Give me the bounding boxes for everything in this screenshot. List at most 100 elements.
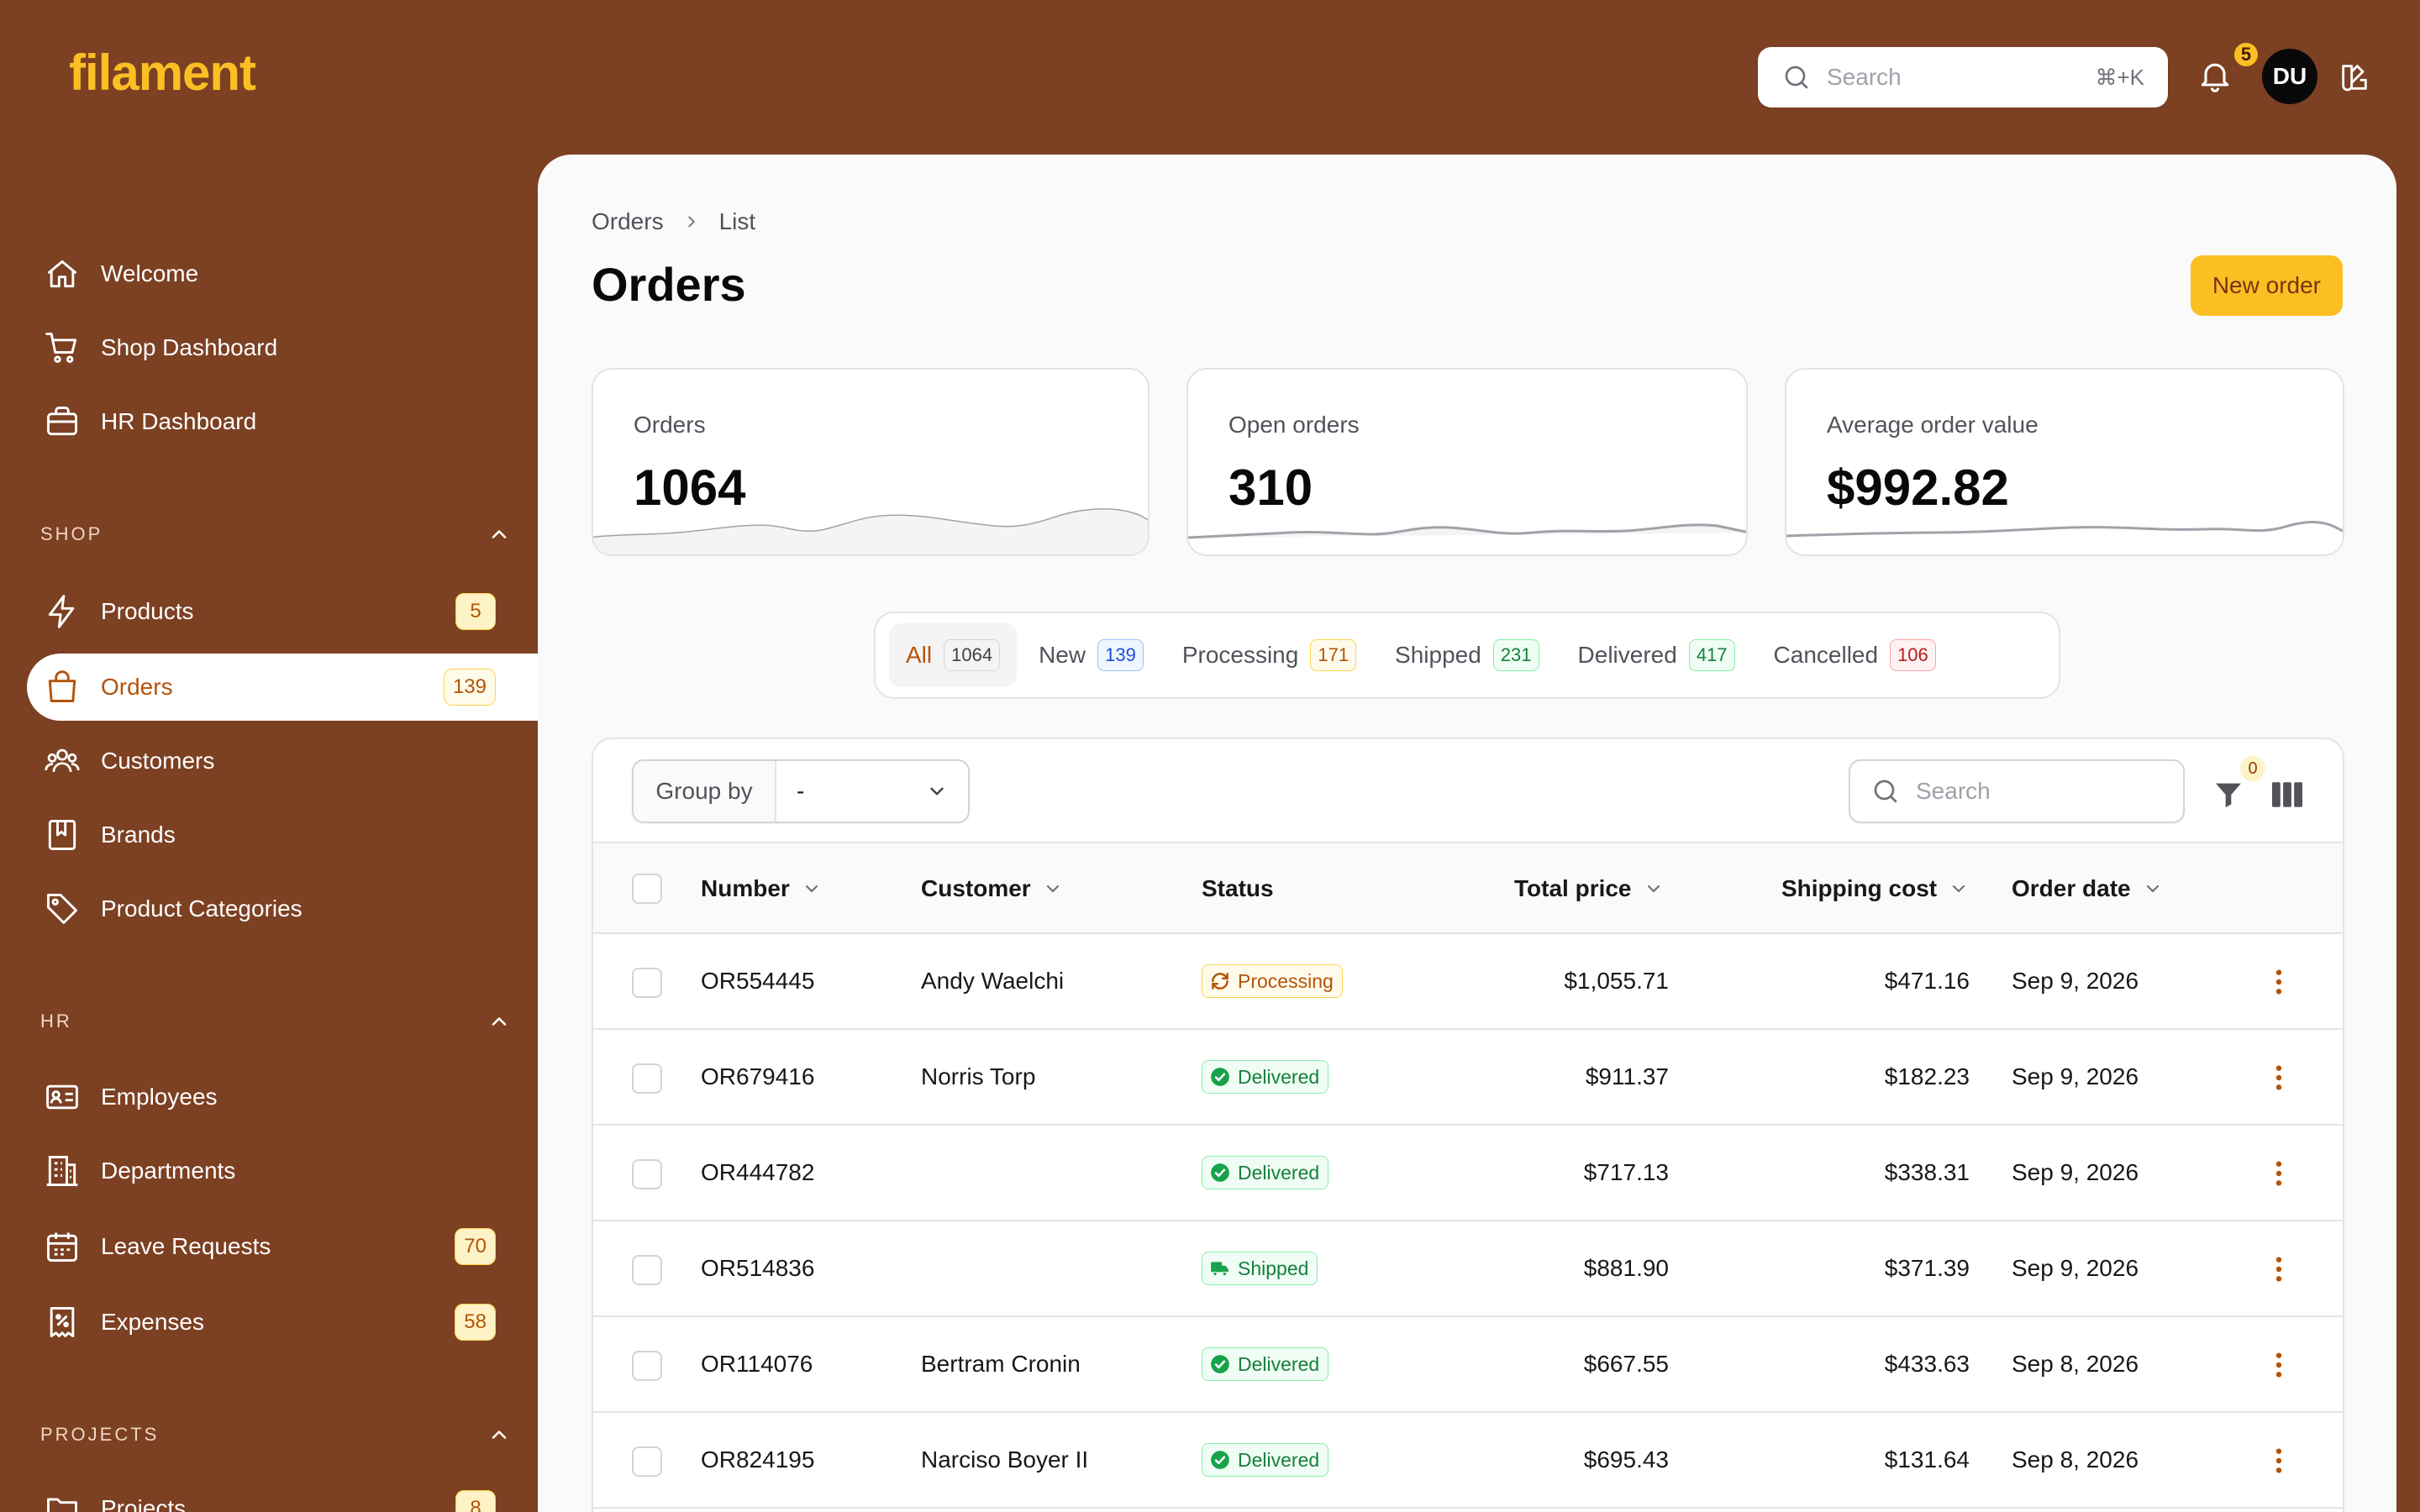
sidebar-item-expenses[interactable]: Expenses 58: [27, 1289, 538, 1356]
status-badge: Delivered: [1202, 1156, 1329, 1189]
table-row[interactable]: OR514836 Shipped $881.90 $371.39 Sep 9, …: [593, 1221, 2343, 1317]
table-row[interactable]: OR679416 Norris Torp Delivered $911.37 $…: [593, 1030, 2343, 1126]
cell-order-date: Sep 8, 2026: [2012, 1446, 2139, 1473]
row-checkbox[interactable]: [632, 1351, 662, 1381]
group-by-select[interactable]: Group by -: [632, 759, 970, 823]
cell-shipping-cost: $338.31: [1884, 1159, 1970, 1185]
chevron-up-icon: [492, 530, 507, 538]
sparkline: [1188, 523, 1746, 539]
row-actions-button[interactable]: [2274, 1255, 2284, 1284]
tab-label: Shipped: [1395, 642, 1481, 668]
table-row[interactable]: OR824195 Narciso Boyer II Delivered $695…: [593, 1413, 2343, 1509]
chevron-down-icon: [1953, 885, 1965, 893]
breadcrumb-link[interactable]: Orders: [592, 208, 664, 234]
filter-button[interactable]: [2212, 778, 2245, 811]
cell-shipping-cost: $182.23: [1884, 1063, 1970, 1089]
truck-icon: [1211, 1262, 1228, 1277]
table-row[interactable]: OR114076 Bertram Cronin Delivered $667.5…: [593, 1317, 2343, 1413]
row-actions-button[interactable]: [2274, 1351, 2284, 1379]
sidebar-item-projects[interactable]: Projects 8: [27, 1475, 538, 1512]
row-checkbox[interactable]: [632, 1446, 662, 1477]
sidebar-item-label: Brands: [101, 822, 176, 848]
row-checkbox[interactable]: [632, 1255, 662, 1285]
columns-icon: [2272, 782, 2302, 807]
row-actions-button[interactable]: [2274, 968, 2284, 996]
calendar-icon: [42, 1226, 82, 1267]
column-label: Total price: [1514, 875, 1632, 901]
count-badge: 5: [455, 593, 496, 630]
refresh-icon: [1212, 973, 1228, 990]
table-row[interactable]: OR444782 Delivered $717.13 $338.31 Sep 9…: [593, 1126, 2343, 1221]
row-checkbox[interactable]: [632, 1159, 662, 1189]
sidebar-item-hr-dashboard[interactable]: HR Dashboard: [27, 388, 538, 455]
group-header-hr[interactable]: HR: [40, 1010, 511, 1033]
chevron-right-icon: [682, 213, 701, 231]
tab-cancelled[interactable]: Cancelled 106: [1757, 623, 1953, 687]
select-all-checkbox[interactable]: [632, 874, 662, 904]
search-icon: [1785, 66, 1808, 89]
table-toolbar: Group by - Search 0: [593, 739, 2343, 843]
search-placeholder: Search: [1916, 778, 1991, 804]
sparkline: [593, 508, 1148, 554]
tab-all[interactable]: All 1064: [889, 623, 1018, 687]
tab-processing[interactable]: Processing 171: [1165, 623, 1373, 687]
table-row[interactable]: OR554445 Andy Waelchi Processing $1,055.…: [593, 934, 2343, 1030]
stat-label: Orders: [634, 412, 706, 438]
column-header-total-price[interactable]: Total price: [1514, 843, 1664, 934]
group-header-shop[interactable]: SHOP: [40, 522, 511, 546]
notifications-button[interactable]: [2196, 57, 2233, 94]
tab-label: Processing: [1181, 642, 1299, 668]
tab-delivered[interactable]: Delivered 417: [1561, 623, 1752, 687]
cell-status: Delivered: [1202, 1030, 1329, 1124]
tab-new[interactable]: New 139: [1022, 623, 1160, 687]
cart-icon: [42, 328, 82, 368]
sidebar-item-customers[interactable]: Customers: [27, 727, 538, 795]
cell-customer: Norris Torp: [921, 1063, 1036, 1089]
dots-vertical-icon: [2275, 1257, 2282, 1282]
tab-shipped[interactable]: Shipped 231: [1378, 623, 1555, 687]
sidebar-item-departments[interactable]: Departments: [27, 1137, 538, 1205]
column-header-order-date[interactable]: Order date: [2012, 843, 2163, 934]
row-checkbox[interactable]: [632, 968, 662, 998]
cell-customer: Andy Waelchi: [921, 968, 1065, 994]
stat-value: $992.82: [1827, 459, 2009, 516]
sidebar-item-product-categories[interactable]: Product Categories: [27, 875, 538, 942]
group-label: SHOP: [40, 523, 103, 544]
sidebar-item-orders[interactable]: Orders 139: [27, 654, 538, 721]
search-placeholder: Search: [1827, 64, 1902, 90]
sidebar-item-leave-requests[interactable]: Leave Requests 70: [27, 1213, 538, 1280]
user-avatar[interactable]: DU: [2262, 49, 2317, 104]
row-checkbox[interactable]: [632, 1063, 662, 1094]
cell-total-price: $1,055.71: [1564, 968, 1669, 994]
check-badge-icon: [1211, 1068, 1229, 1086]
row-actions-button[interactable]: [2274, 1446, 2284, 1475]
cell-number: OR514836: [701, 1255, 815, 1281]
stat-label: Average order value: [1827, 412, 2039, 438]
column-header-number[interactable]: Number: [701, 843, 822, 934]
global-search[interactable]: Search ⌘+K: [1758, 47, 2168, 108]
column-header-customer[interactable]: Customer: [921, 843, 1063, 934]
group-label: PROJECTS: [40, 1424, 160, 1445]
column-label: Number: [701, 875, 790, 901]
check-badge-icon: [1211, 1451, 1229, 1469]
table-search-input[interactable]: Search: [1849, 759, 2185, 823]
new-order-button[interactable]: New order: [2190, 255, 2343, 316]
columns-button[interactable]: [2270, 780, 2304, 810]
theme-switcher[interactable]: [2338, 60, 2371, 94]
sidebar-item-shop-dashboard[interactable]: Shop Dashboard: [27, 314, 538, 381]
row-actions-button[interactable]: [2274, 1063, 2284, 1092]
cell-total-price: $667.55: [1583, 1351, 1669, 1377]
count-badge: 58: [455, 1304, 496, 1341]
tab-count: 139: [1097, 639, 1144, 671]
status-badge: Delivered: [1202, 1347, 1329, 1381]
sidebar-item-employees[interactable]: Employees: [27, 1063, 538, 1131]
sidebar-item-products[interactable]: Products 5: [27, 578, 538, 645]
column-header-shipping-cost[interactable]: Shipping cost: [1781, 843, 1969, 934]
chevron-up-icon: [492, 1017, 507, 1026]
group-header-projects[interactable]: PROJECTS: [40, 1423, 511, 1446]
sidebar-item-welcome[interactable]: Welcome: [27, 240, 538, 307]
brand-logo[interactable]: filament: [69, 45, 256, 101]
row-actions-button[interactable]: [2274, 1159, 2284, 1188]
cell-shipping-cost: $371.39: [1884, 1255, 1970, 1281]
sidebar-item-brands[interactable]: Brands: [27, 801, 538, 869]
